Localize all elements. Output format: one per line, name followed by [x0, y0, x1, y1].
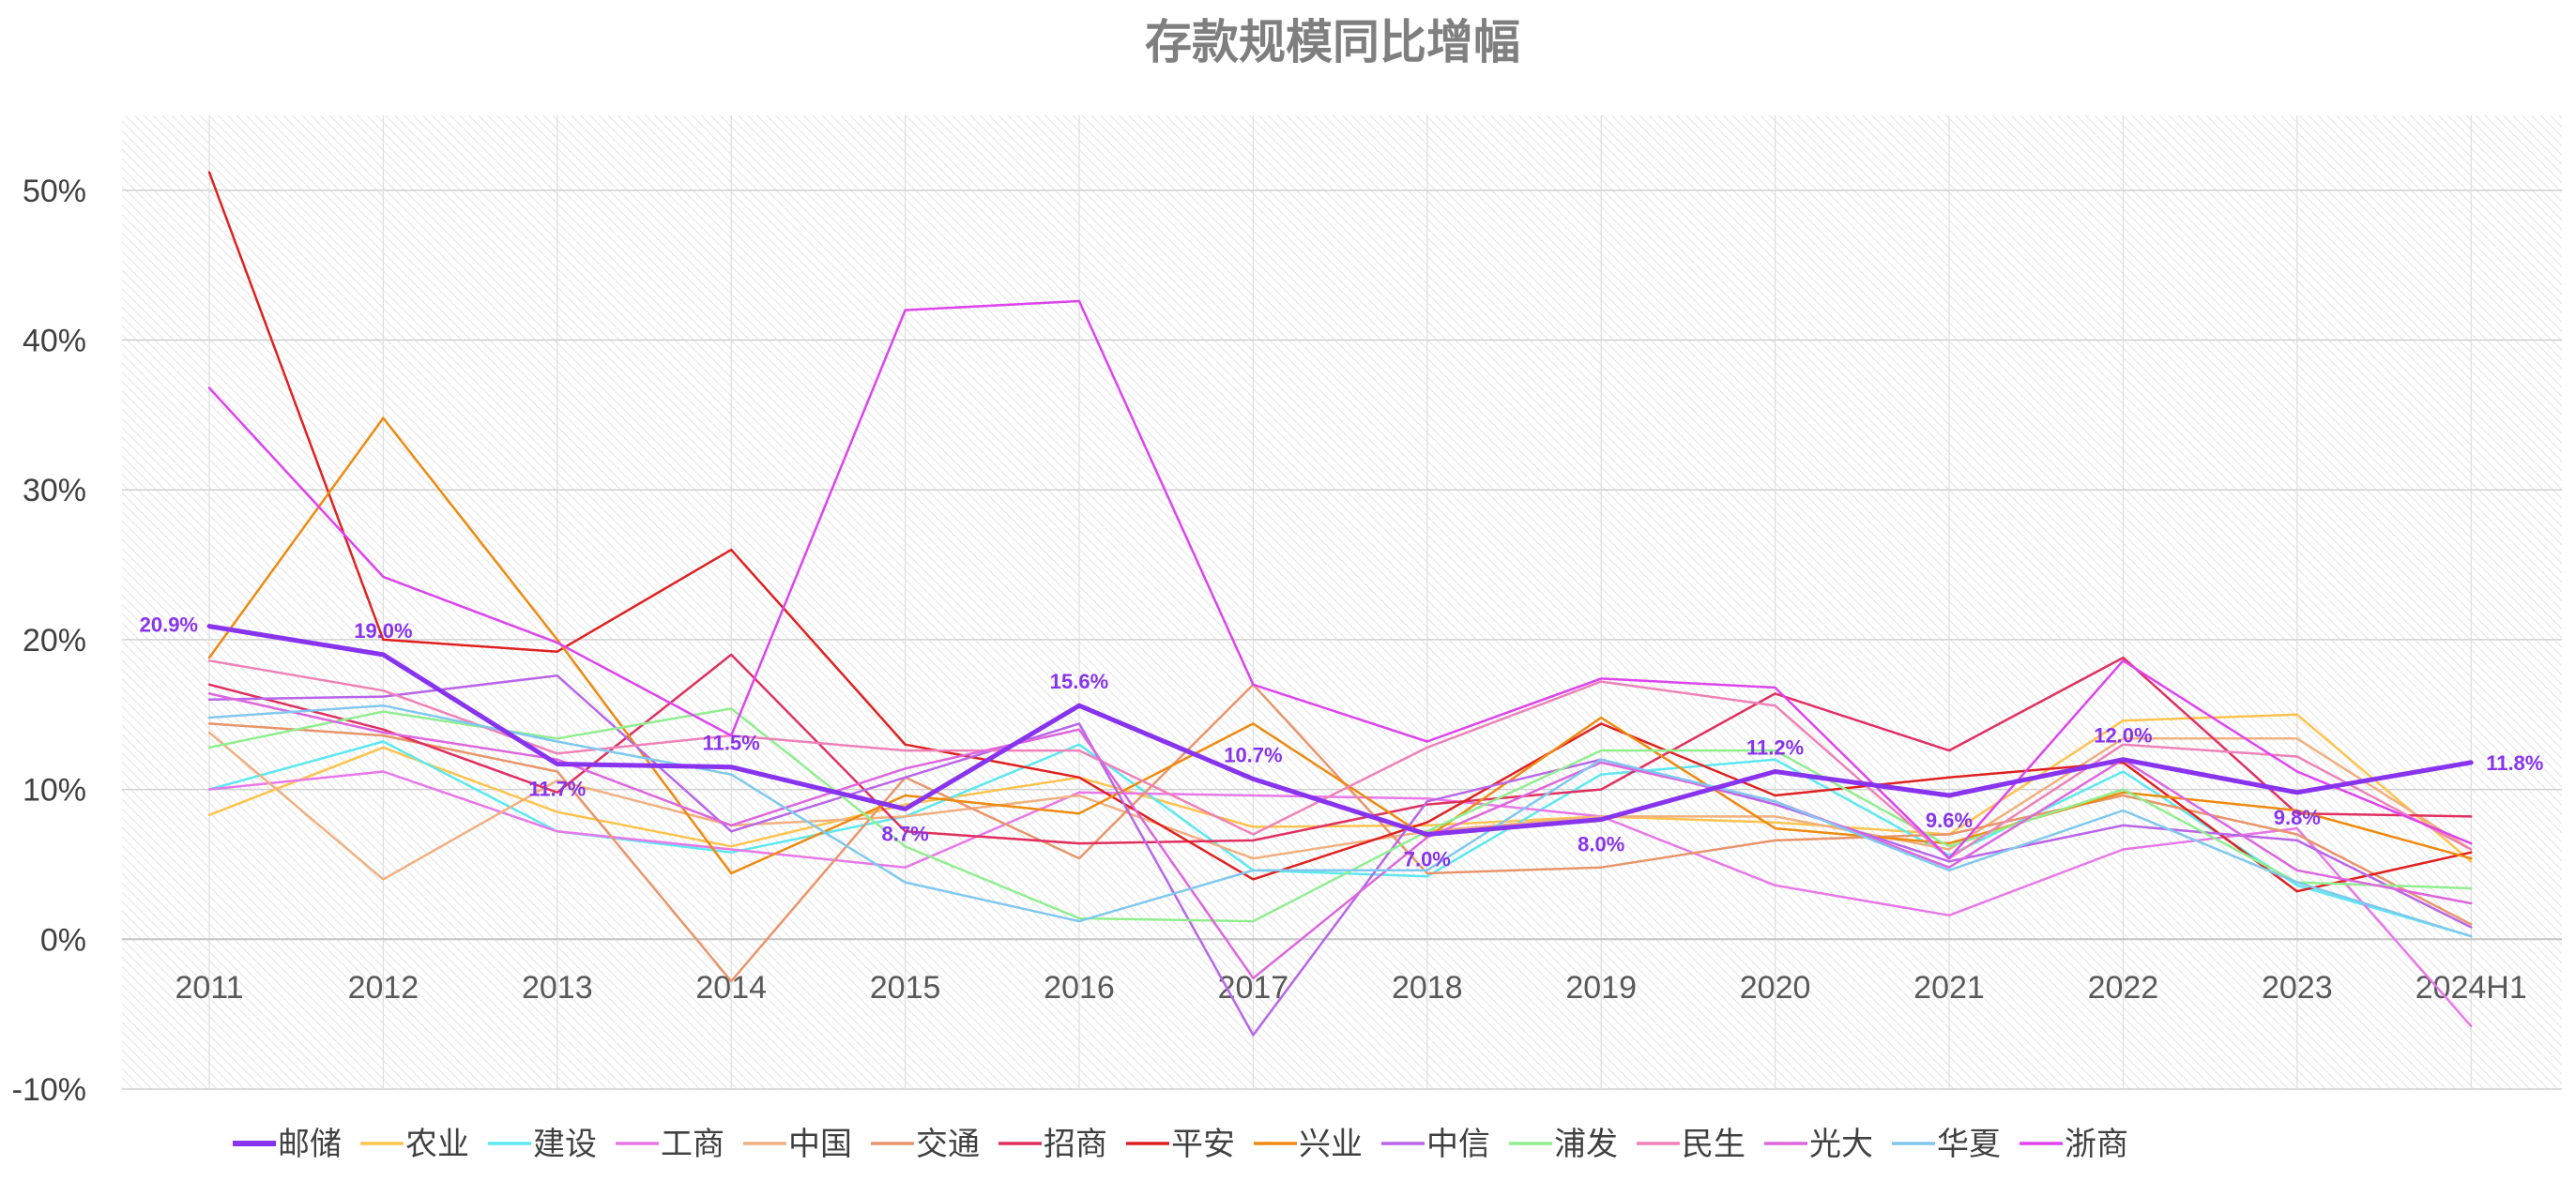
- x-axis: 2011 2012 2013 2014 2015 2016 2017 2018 2019 2020…: [175, 970, 2526, 1006]
- legend-label: 平安: [1171, 1126, 1235, 1163]
- data-labels: 20.9% 19.0% 11.7% 11.5% 8.7% 15.6% 10.7% 7.0% 8.…: [140, 613, 2544, 871]
- series-line-邮储: [206, 624, 2474, 837]
- legend-label: 中信: [1426, 1126, 1490, 1163]
- legend-label: 光大: [1809, 1126, 1873, 1163]
- legend-item-浙商[interactable]: 浙商: [2020, 1126, 2128, 1163]
- data-label: 15.6%: [1050, 670, 1108, 693]
- y-tick-label: 30%: [23, 473, 86, 508]
- x-tick-label: 2023: [2262, 970, 2333, 1006]
- data-label: 11.2%: [1746, 735, 1804, 759]
- legend-label: 交通: [916, 1126, 980, 1163]
- legend-label: 招商: [1044, 1126, 1107, 1163]
- legend-item-民生[interactable]: 民生: [1637, 1126, 1745, 1163]
- chart-title: 存款规模同比增幅: [1145, 14, 1520, 69]
- legend-item-邮储[interactable]: 邮储: [233, 1126, 342, 1163]
- legend-item-工商[interactable]: 工商: [616, 1126, 724, 1163]
- legend: 邮储 农业 建设 工商 中国 交通 招商 平安 兴业 中信 浦发 民生 光大 华夏 浙商: [233, 1126, 2128, 1163]
- legend-item-交通[interactable]: 交通: [871, 1126, 980, 1163]
- legend-label: 建设: [533, 1126, 597, 1163]
- x-tick-label: 2022: [2088, 970, 2159, 1006]
- x-tick-label: 2020: [1740, 970, 1811, 1006]
- y-tick-label: 0%: [40, 922, 86, 958]
- x-tick-label: 2019: [1565, 970, 1637, 1006]
- y-tick-label: 10%: [23, 773, 86, 809]
- series-line-浙商: [207, 299, 2473, 860]
- x-tick-label: 2012: [348, 970, 419, 1006]
- x-tick-label: 2017: [1218, 970, 1289, 1006]
- data-label: 9.6%: [1926, 809, 1973, 832]
- series-line-农业: [207, 713, 2473, 863]
- legend-label: 中国: [788, 1126, 852, 1163]
- data-label: 19.0%: [354, 619, 412, 643]
- data-label: 10.7%: [1224, 743, 1282, 766]
- legend-item-农业[interactable]: 农业: [360, 1126, 469, 1163]
- data-label: 7.0%: [1404, 848, 1451, 871]
- legend-label: 浦发: [1554, 1126, 1618, 1163]
- x-tick-label: 2011: [175, 970, 243, 1006]
- series-line-华夏: [207, 704, 2473, 938]
- y-tick-label: 20%: [23, 623, 86, 659]
- series-line-工商: [207, 770, 2473, 1028]
- series-line-中国: [207, 731, 2473, 881]
- x-tick-label: 2013: [522, 970, 593, 1006]
- plot-area: [122, 115, 2562, 1089]
- data-label: 9.8%: [2274, 806, 2321, 829]
- legend-item-建设[interactable]: 建设: [488, 1126, 597, 1163]
- legend-item-光大[interactable]: 光大: [1764, 1126, 1873, 1163]
- legend-item-华夏[interactable]: 华夏: [1892, 1126, 2001, 1163]
- gridlines: [122, 115, 2562, 1090]
- legend-label: 华夏: [1937, 1126, 2001, 1163]
- legend-item-兴业[interactable]: 兴业: [1254, 1126, 1363, 1163]
- data-label: 20.9%: [140, 613, 198, 637]
- data-label: 11.5%: [703, 732, 760, 755]
- series-line-浦发: [207, 707, 2473, 923]
- legend-label: 兴业: [1299, 1126, 1363, 1163]
- y-tick-label: 50%: [23, 174, 86, 209]
- y-tick-label: -10%: [12, 1072, 86, 1108]
- series-line-中信: [207, 674, 2473, 1037]
- data-label: 8.7%: [882, 822, 929, 845]
- legend-label: 浙商: [2065, 1126, 2128, 1163]
- data-label: 11.7%: [528, 777, 586, 800]
- legend-item-浦发[interactable]: 浦发: [1509, 1126, 1618, 1163]
- x-tick-label: 2021: [1913, 970, 1985, 1006]
- data-label: 12.0%: [2094, 724, 2152, 748]
- data-label: 11.8%: [2486, 751, 2543, 775]
- legend-label: 邮储: [278, 1126, 342, 1163]
- x-tick-label: 2016: [1044, 970, 1115, 1006]
- legend-item-中信[interactable]: 中信: [1381, 1126, 1490, 1163]
- x-tick-label: 2014: [695, 970, 767, 1006]
- y-tick-label: 40%: [23, 324, 86, 359]
- legend-item-招商[interactable]: 招商: [998, 1126, 1107, 1163]
- y-axis: -10% 0% 10% 20% 30% 40% 50%: [12, 174, 86, 1108]
- legend-item-平安[interactable]: 平安: [1126, 1126, 1235, 1163]
- legend-item-中国[interactable]: 中国: [743, 1126, 852, 1163]
- legend-label: 民生: [1682, 1126, 1745, 1163]
- data-label: 8.0%: [1578, 833, 1624, 856]
- x-tick-label: 2018: [1392, 970, 1463, 1006]
- x-tick-label: 2015: [870, 970, 941, 1006]
- series-line-光大: [207, 692, 2473, 980]
- legend-label: 工商: [661, 1126, 724, 1163]
- x-tick-label: 2024H1: [2416, 970, 2527, 1006]
- series-lines: [206, 171, 2474, 1037]
- legend-label: 农业: [405, 1126, 469, 1163]
- series-line-兴业: [207, 416, 2473, 875]
